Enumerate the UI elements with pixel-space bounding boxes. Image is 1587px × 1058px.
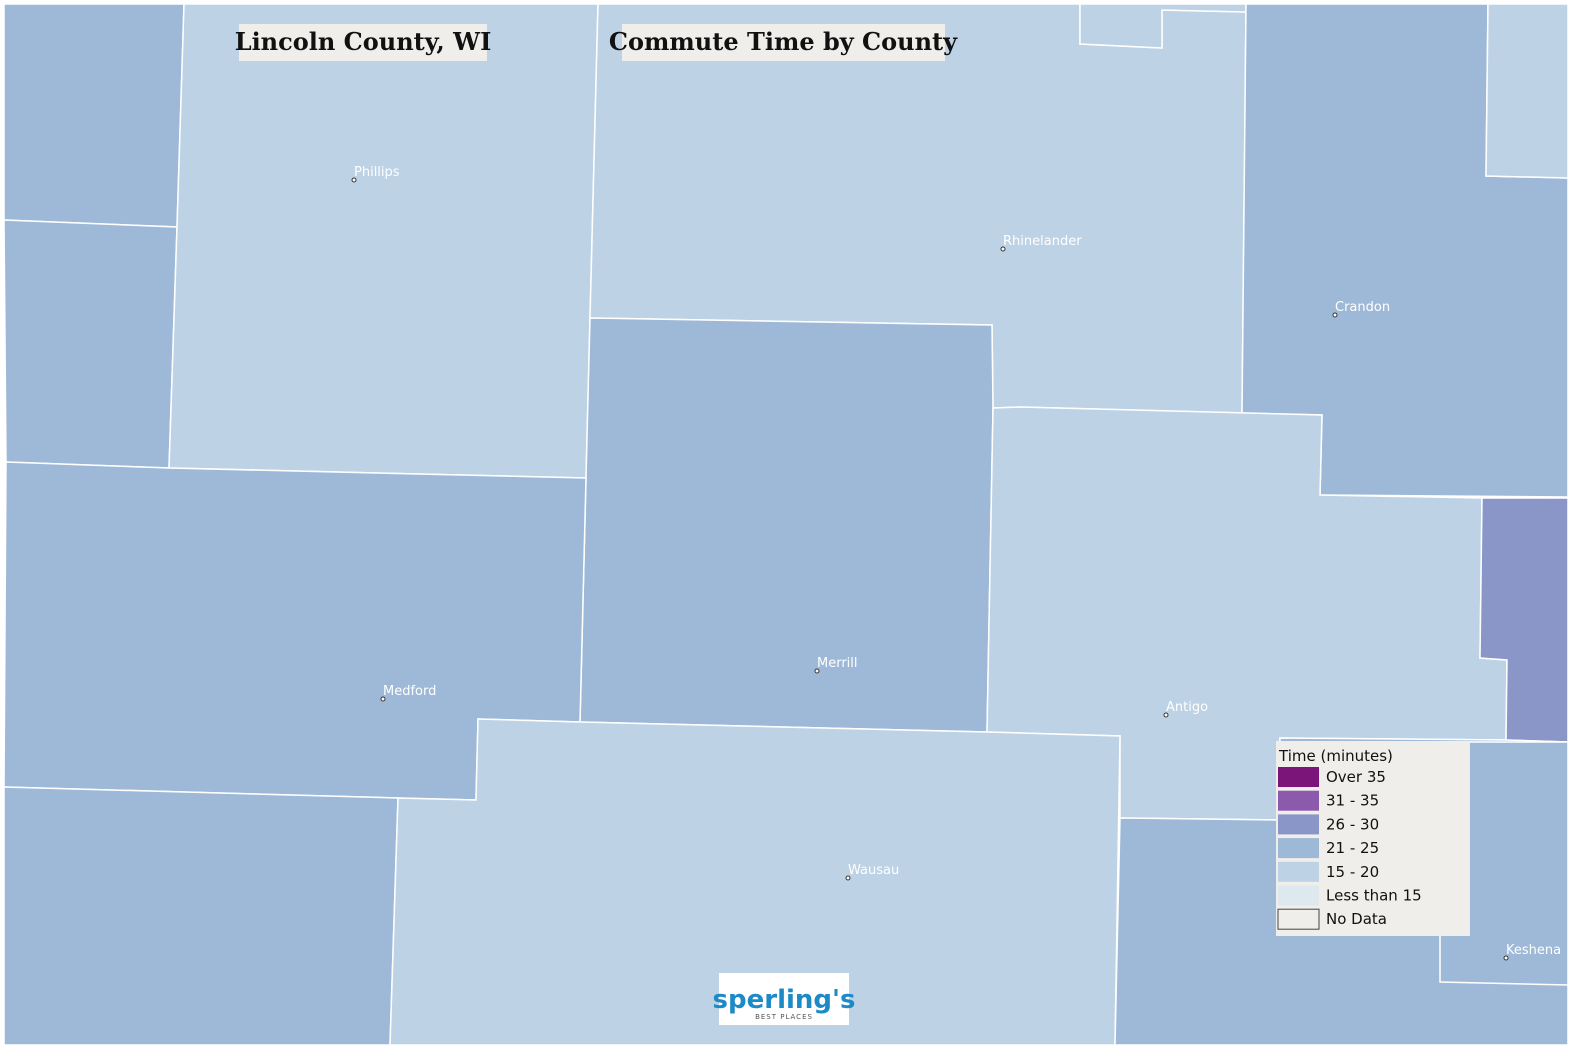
legend-swatch: [1278, 838, 1319, 859]
county: [3, 219, 178, 469]
legend-label: 21 - 25: [1326, 839, 1379, 857]
city-label: Medford: [383, 684, 436, 699]
title-box: [239, 24, 487, 61]
logo-name: sperling's: [713, 985, 856, 1015]
title: Commute Time by County: [609, 27, 958, 56]
county: [3, 786, 399, 1046]
title: Lincoln County, WI: [235, 27, 492, 56]
legend-swatch: [1278, 790, 1319, 811]
logo-tagline: BEST PLACES: [755, 1013, 813, 1021]
legend-swatch: [1278, 767, 1319, 787]
legend-label: No Data: [1326, 910, 1387, 928]
city-label: Rhinelander: [1003, 234, 1082, 249]
logo-box: [719, 973, 849, 1025]
title-box: [622, 24, 945, 61]
city-marker: [1503, 955, 1509, 961]
city-marker: [1163, 712, 1169, 718]
city-label: Crandon: [1335, 300, 1390, 315]
legend: Time (minutes) Over 35 31 - 35 26 - 30 21 -…: [1276, 741, 1470, 936]
legend-label: Over 35: [1326, 768, 1386, 786]
legend-label: 31 - 35: [1326, 792, 1379, 810]
county: [168, 3, 599, 479]
cities: Phillips Rhinelander Crandon Medford Merrill…: [351, 165, 1561, 961]
city-marker: [845, 875, 851, 881]
city-label: Merrill: [817, 656, 858, 671]
legend-label: Less than 15: [1326, 887, 1422, 905]
legend-swatch: [1278, 861, 1319, 882]
city-label: Antigo: [1166, 700, 1208, 715]
logo: sperling's BEST PLACES: [713, 973, 856, 1025]
city-marker: [351, 177, 357, 183]
city-label: Keshena: [1506, 943, 1561, 958]
counties: [3, 3, 1569, 1046]
city-marker: [814, 668, 820, 674]
city-marker: [1000, 246, 1006, 252]
city-label: Phillips: [354, 165, 400, 180]
county: [3, 3, 185, 228]
legend-label: 26 - 30: [1326, 815, 1379, 833]
legend-swatch: [1278, 885, 1319, 906]
county: [579, 317, 994, 733]
city-marker: [1332, 312, 1338, 318]
legend-title: Time (minutes): [1278, 747, 1393, 765]
county: [1485, 3, 1569, 179]
city-marker: [380, 696, 386, 702]
legend-swatch: [1278, 814, 1319, 835]
legend-swatch: [1277, 908, 1320, 930]
city-label: Wausau: [848, 863, 899, 878]
legend-label: 15 - 20: [1326, 863, 1379, 881]
